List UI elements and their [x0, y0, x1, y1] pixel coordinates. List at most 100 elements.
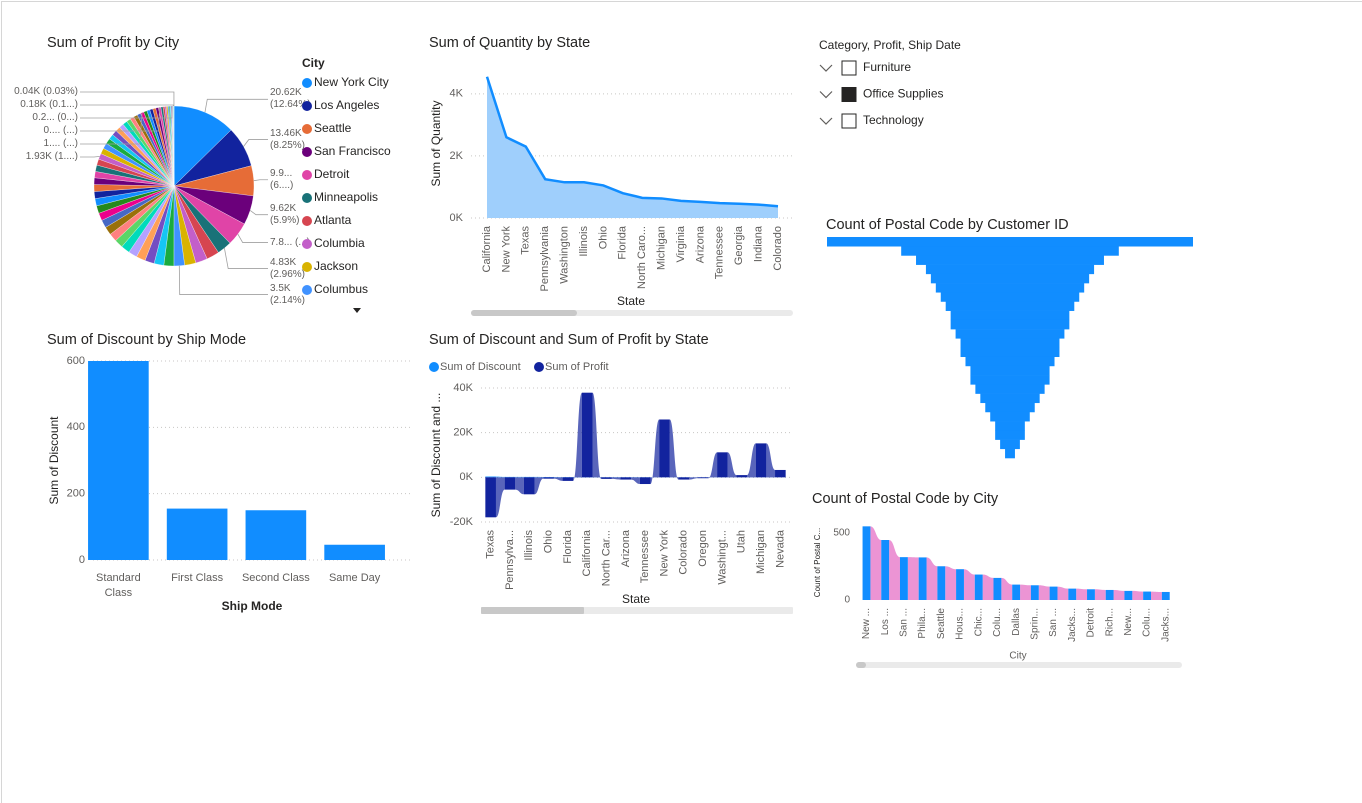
- data-label: 1.93K (1....): [25, 151, 78, 162]
- y-axis-title: Sum of Discount and ...: [429, 393, 443, 518]
- expand-chevron[interactable]: [819, 64, 833, 72]
- x-tick-label: Detroit: [1086, 608, 1097, 638]
- funnel-step: [970, 365, 1050, 376]
- x-axis-title: City: [1009, 651, 1026, 662]
- x-tick-label: Florida: [617, 225, 629, 260]
- x-tick-label: Texas: [520, 226, 532, 255]
- legend-more-arrow[interactable]: [353, 308, 361, 313]
- x-tick-label: Pennsylva...: [504, 530, 516, 590]
- ribbon: [1132, 590, 1144, 600]
- checkbox[interactable]: [841, 60, 857, 76]
- y-axis-title: Sum of Discount: [47, 416, 61, 505]
- bar: [562, 477, 574, 481]
- chart-title: Sum of Discount by Ship Mode: [47, 332, 246, 348]
- x-tick-label: Washingt...: [716, 530, 728, 585]
- ribbon: [1001, 577, 1013, 600]
- leader-line: [80, 104, 174, 107]
- funnel-step: [955, 329, 1065, 339]
- ribbon: [650, 419, 660, 485]
- bar: [881, 540, 890, 600]
- x-tick-label-box: Second Class: [242, 572, 310, 584]
- slicer-item[interactable]: Office Supplies: [863, 87, 944, 101]
- ribbon: [592, 392, 602, 479]
- y-tick-label: 200: [67, 488, 85, 500]
- x-tick-label-box: Same Day: [329, 572, 380, 584]
- x-tick-label: Indiana: [753, 225, 765, 262]
- leader-line: [243, 139, 268, 147]
- x-tick-label: New ...: [861, 608, 872, 639]
- x-tick-label: California: [481, 225, 493, 272]
- expand-chevron[interactable]: [819, 117, 833, 125]
- slicer-item[interactable]: Technology: [863, 113, 924, 127]
- x-tick-label: Oregon: [697, 530, 709, 567]
- legend-label: Columbia: [314, 236, 365, 250]
- legend-label: Seattle: [314, 121, 352, 135]
- funnel-step: [930, 273, 1090, 284]
- slicer-item[interactable]: Furniture: [863, 60, 911, 74]
- y-tick-label: 4K: [450, 88, 464, 100]
- checkbox[interactable]: [841, 87, 857, 102]
- ribbon: [889, 540, 900, 600]
- bar: [1087, 589, 1095, 600]
- scrollbar-track: [856, 662, 1182, 668]
- checkbox[interactable]: [841, 113, 857, 129]
- ribbon: [1094, 589, 1106, 600]
- ribbon: [870, 526, 882, 600]
- funnel-step: [1005, 448, 1015, 459]
- x-tick-label: Illinois: [578, 226, 590, 257]
- scrollbar-thumb[interactable]: [856, 662, 866, 668]
- x-tick-label: New York: [500, 226, 512, 273]
- ribbon: [1113, 589, 1125, 600]
- scrollbar-thumb[interactable]: [471, 310, 577, 316]
- bar: [1105, 589, 1114, 600]
- ribbon: [515, 477, 524, 495]
- leader-line: [178, 265, 268, 295]
- chart-title: Count of Postal Code by Customer ID: [826, 217, 1069, 233]
- x-tick-label: Arizona: [694, 225, 706, 263]
- funnel-step: [980, 393, 1040, 404]
- x-tick-label: Arizona: [620, 529, 632, 567]
- data-label-box: 0.18K (0.1...): [20, 99, 78, 110]
- funnel-step: [827, 237, 1193, 247]
- bar: [543, 477, 554, 479]
- y-axis-title: Sum of Quantity: [429, 100, 443, 186]
- bar: [899, 557, 908, 600]
- x-axis-title: Ship Mode: [222, 599, 283, 613]
- ribbon: [1076, 588, 1088, 600]
- bar: [918, 557, 927, 600]
- x-tick-label: Seattle: [936, 608, 947, 640]
- y-tick-label: 20K: [453, 427, 473, 439]
- scrollbar-thumb[interactable]: [481, 607, 584, 614]
- expand-chevron[interactable]: [819, 91, 833, 99]
- x-tick-label: Rich...: [1104, 608, 1115, 636]
- x-tick-label: Tennessee: [639, 530, 651, 583]
- bar: [1161, 591, 1170, 600]
- legend-marker: [302, 239, 312, 249]
- x-tick-label: Florida: [562, 529, 574, 564]
- ribbon: [553, 477, 563, 481]
- x-tick-label: New York: [658, 530, 670, 577]
- slicer-title: Category, Profit, Ship Date: [819, 38, 961, 52]
- data-label: 20.62K (12.64%): [270, 87, 311, 111]
- legend-marker: [429, 362, 439, 372]
- legend-marker: [302, 285, 312, 295]
- x-tick-label: North Car...: [600, 530, 612, 586]
- y-tick-label: 0: [844, 595, 850, 606]
- leader-line: [80, 107, 161, 132]
- legend-label: Atlanta: [314, 213, 352, 227]
- data-label: 0.... (...): [43, 125, 78, 136]
- data-label-box: 0.04K (0.03%): [14, 86, 78, 97]
- ribbon: [611, 477, 621, 480]
- funnel-step: [990, 411, 1030, 422]
- x-tick-label: Nevada: [774, 529, 786, 568]
- bar: [974, 574, 983, 600]
- x-tick-label: Tennessee: [714, 226, 726, 279]
- y-tick-label: 400: [67, 421, 85, 433]
- bar: [1049, 586, 1058, 600]
- legend-label: Detroit: [314, 167, 350, 181]
- legend-label: Los Angeles: [314, 98, 379, 112]
- ribbon: [727, 452, 737, 478]
- data-label-box: 13.46K (8.25%): [270, 128, 305, 151]
- legend-marker: [302, 193, 312, 203]
- x-tick-label: Colorado: [678, 530, 690, 575]
